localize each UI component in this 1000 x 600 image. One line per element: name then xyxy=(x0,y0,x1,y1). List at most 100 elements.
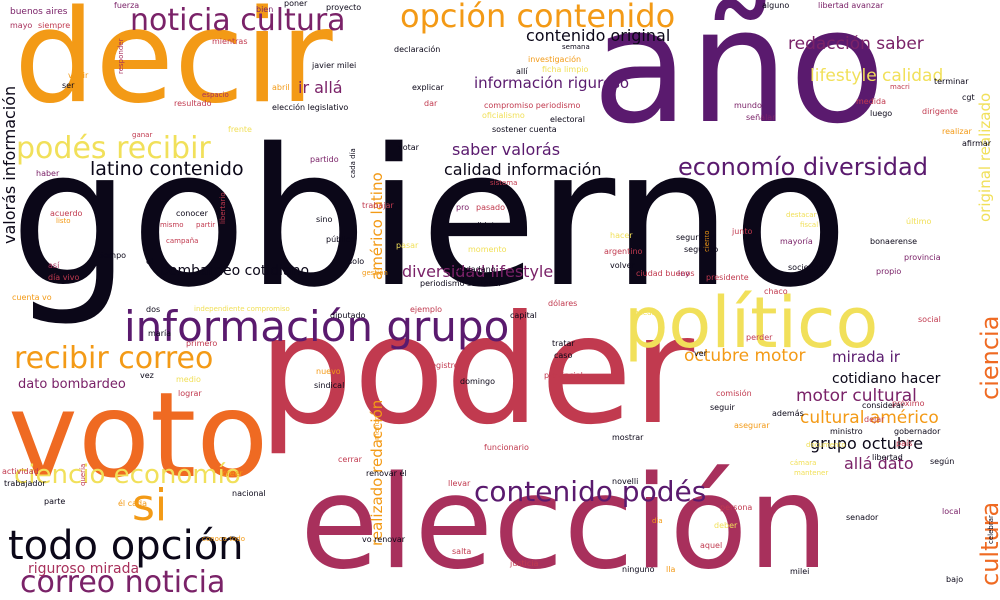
word-cuenta-vo: cuenta vo xyxy=(12,293,52,302)
word-provincial: provincial xyxy=(544,371,583,380)
word-provincia: provincia xyxy=(904,253,941,262)
word-ademas: además xyxy=(772,409,804,418)
word-podes-recibir: podés recibir xyxy=(16,131,211,166)
word-partir: partir xyxy=(196,221,216,229)
word-persona: persona xyxy=(720,503,753,512)
word-presidente: presidente xyxy=(706,273,749,282)
word-lla: lla xyxy=(666,565,676,574)
word-seguridad: seguridad xyxy=(676,233,716,242)
word-politico: político xyxy=(624,282,879,364)
word-ficha-limpio: ficha limpio xyxy=(542,65,589,74)
word-solo: solo xyxy=(348,257,365,266)
word-ciencio-economio: ciencio economío xyxy=(14,460,241,490)
word-sociedad: sociedad xyxy=(788,263,824,272)
word-bombardeo-cotidiano: bombardeo cotidiano xyxy=(160,263,310,279)
word-ciudadano: ciudadano xyxy=(454,265,496,274)
word-medida: medida xyxy=(856,97,886,106)
word-partido: partido xyxy=(310,155,339,164)
word-renovar-el: renovar él xyxy=(366,469,407,478)
word-contenido-podes: contenido podés xyxy=(474,475,707,508)
word-saber-valoras: saber valorás xyxy=(452,140,561,159)
word-destacar: destacar xyxy=(786,211,817,219)
word-nuevo: nuevo xyxy=(316,367,341,376)
word-lifestyle-calidad: lifestyle calidad xyxy=(810,66,944,86)
word-senador: senador xyxy=(846,513,879,522)
word-quedar: quedar xyxy=(634,309,659,317)
word-asegurar: asegurar xyxy=(734,421,770,430)
word-ley: ley xyxy=(678,269,690,278)
word-siempre: siempre xyxy=(38,21,71,30)
word-ciencia: ciencia xyxy=(976,315,1000,400)
word-alla-dato: allá dato xyxy=(844,454,914,473)
word-calidad-informacion: calidad información xyxy=(444,160,602,179)
word-buenos-aires: buenos aires xyxy=(10,7,68,17)
word-semana: semana xyxy=(562,43,590,51)
word-propio: propio xyxy=(876,267,902,276)
word-proyecto: proyecto xyxy=(326,3,362,12)
word-ganar: ganar xyxy=(132,131,153,139)
word-afirmar: afirmar xyxy=(962,139,992,148)
word-candidato: candidato xyxy=(460,221,500,230)
word-mayoria: mayoría xyxy=(780,237,813,246)
word-terminar: terminar xyxy=(934,77,969,86)
word-el: él xyxy=(146,257,154,266)
word-luego: luego xyxy=(870,109,893,118)
word-sistema: sistema xyxy=(490,179,518,187)
word-aquel: aquel xyxy=(700,541,723,550)
word-alguno: alguno xyxy=(762,1,790,10)
word-motor-cultural: motor cultural xyxy=(796,386,917,406)
word-dia: dia xyxy=(652,517,663,525)
word-acuerdo: acuerdo xyxy=(50,209,83,218)
word-trabajador: trabajador xyxy=(4,479,46,488)
word-queria: quería xyxy=(79,463,87,486)
word-grupo-octubre: grupo octubre xyxy=(810,434,924,453)
word-contenido-original: contenido original xyxy=(526,26,671,45)
word-diputado: diputado xyxy=(330,311,366,320)
word-ver: ver xyxy=(694,349,707,358)
word-listo: listo xyxy=(56,217,71,225)
word-senalar: señalar xyxy=(746,113,776,122)
word-trabajar: trabajar xyxy=(362,201,394,210)
word-resultado: resultado xyxy=(174,99,212,108)
word-tiempo: tiempo xyxy=(98,251,127,260)
word-dato-bombardeo: dato bombardeo xyxy=(18,377,126,392)
word-eleccion: elección xyxy=(300,449,829,598)
word-sostener-cuenta: sostener cuenta xyxy=(492,125,557,134)
word-espacio: espacio xyxy=(202,91,229,99)
word-eleccion-legislativo: elección legislativo xyxy=(272,103,349,112)
word-mismo: mismo xyxy=(160,221,184,229)
word-economio-diversidad: economío diversidad xyxy=(678,153,928,181)
word-creer: creer xyxy=(222,469,243,478)
word-ser: ser xyxy=(62,81,75,90)
word-frente: frente xyxy=(228,125,252,134)
word-mostrar: mostrar xyxy=(612,433,644,442)
word-alli: allí xyxy=(516,67,528,76)
word-decir: decir xyxy=(14,0,333,132)
word-diversidad-lifestyle: diversidad lifestyle xyxy=(402,262,554,281)
word-maria: maría xyxy=(148,329,172,338)
word-parte: parte xyxy=(44,497,66,506)
word-pais: país xyxy=(896,439,913,448)
word-ninguno: ninguno xyxy=(622,565,655,574)
word-mayo: mayo xyxy=(10,21,33,30)
word-campana: campaña xyxy=(166,237,199,245)
word-fiscal: fiscal xyxy=(800,221,819,229)
word-realizar: realizar xyxy=(942,127,972,136)
word-compromiso-periodismo: compromiso periodismo xyxy=(484,101,581,110)
word-salta: salta xyxy=(452,547,472,556)
word-fuerza: fuerza xyxy=(114,1,140,10)
word-investigacion: investigación xyxy=(528,55,582,64)
word-el-cada: él cada xyxy=(118,499,147,508)
word-libertario: libertario xyxy=(219,192,227,224)
word-cerrar: cerrar xyxy=(338,455,362,464)
word-voto: voto xyxy=(8,366,269,504)
word-cgt: cgt xyxy=(962,93,975,102)
word-conoce-todo: conoce todo xyxy=(202,535,245,543)
word-declaracion: declaración xyxy=(394,45,441,54)
word-ministro: ministro xyxy=(830,427,863,436)
word-gestion: gestión xyxy=(362,269,388,277)
word-libertad-avanzar: libertad avanzar xyxy=(818,1,884,10)
word-latino-contenido: latino contenido xyxy=(90,158,244,180)
word-considerar: considerar xyxy=(862,401,905,410)
